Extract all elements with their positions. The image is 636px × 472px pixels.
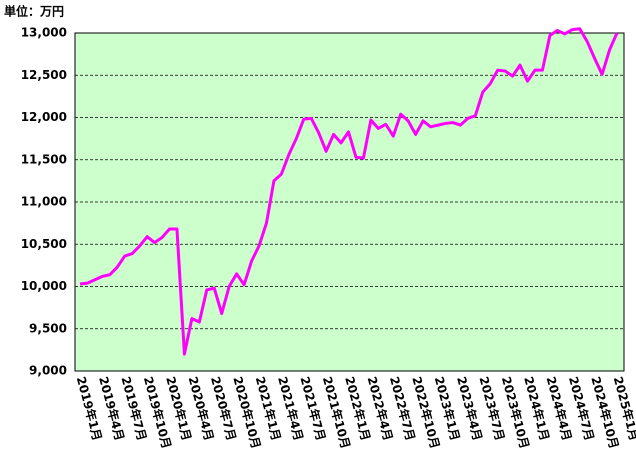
y-tick-label: 12,500 bbox=[21, 68, 67, 82]
y-tick-label: 10,500 bbox=[21, 237, 67, 251]
y-tick-label: 9,000 bbox=[29, 364, 67, 378]
y-tick-label: 12,000 bbox=[21, 110, 67, 124]
plot-frame bbox=[74, 32, 625, 372]
y-tick-label: 13,000 bbox=[21, 26, 67, 40]
y-tick-label: 10,000 bbox=[21, 279, 67, 293]
data-line bbox=[79, 27, 619, 356]
y-tick-label: 9,500 bbox=[29, 321, 67, 335]
y-tick-label: 11,000 bbox=[21, 195, 67, 209]
y-tick-label: 11,500 bbox=[21, 152, 67, 166]
unit-label: 単位：万円 bbox=[4, 4, 64, 19]
